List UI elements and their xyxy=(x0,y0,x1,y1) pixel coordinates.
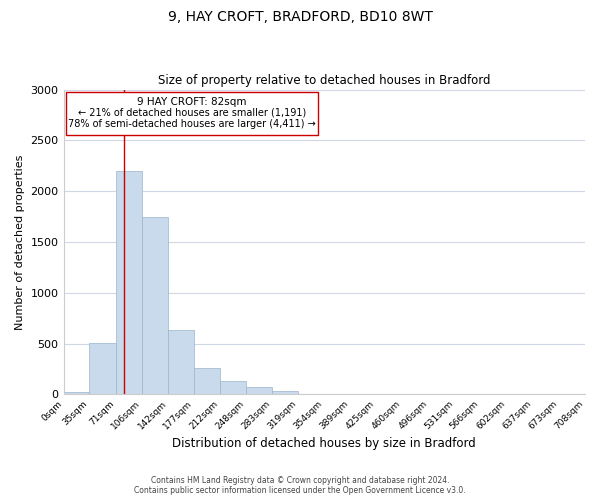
Title: Size of property relative to detached houses in Bradford: Size of property relative to detached ho… xyxy=(158,74,491,87)
Bar xyxy=(272,392,298,394)
Text: 9, HAY CROFT, BRADFORD, BD10 8WT: 9, HAY CROFT, BRADFORD, BD10 8WT xyxy=(167,10,433,24)
Bar xyxy=(220,382,246,394)
Bar xyxy=(246,388,272,394)
X-axis label: Distribution of detached houses by size in Bradford: Distribution of detached houses by size … xyxy=(172,437,476,450)
FancyBboxPatch shape xyxy=(66,92,317,135)
Text: ← 21% of detached houses are smaller (1,191): ← 21% of detached houses are smaller (1,… xyxy=(77,108,306,118)
Bar xyxy=(89,342,116,394)
Bar xyxy=(168,330,194,394)
Bar xyxy=(64,392,89,394)
Text: Contains HM Land Registry data © Crown copyright and database right 2024.
Contai: Contains HM Land Registry data © Crown c… xyxy=(134,476,466,495)
Bar xyxy=(194,368,220,394)
Bar xyxy=(116,171,142,394)
Bar xyxy=(142,216,168,394)
Text: 78% of semi-detached houses are larger (4,411) →: 78% of semi-detached houses are larger (… xyxy=(68,119,316,129)
Y-axis label: Number of detached properties: Number of detached properties xyxy=(15,154,25,330)
Text: 9 HAY CROFT: 82sqm: 9 HAY CROFT: 82sqm xyxy=(137,96,247,106)
